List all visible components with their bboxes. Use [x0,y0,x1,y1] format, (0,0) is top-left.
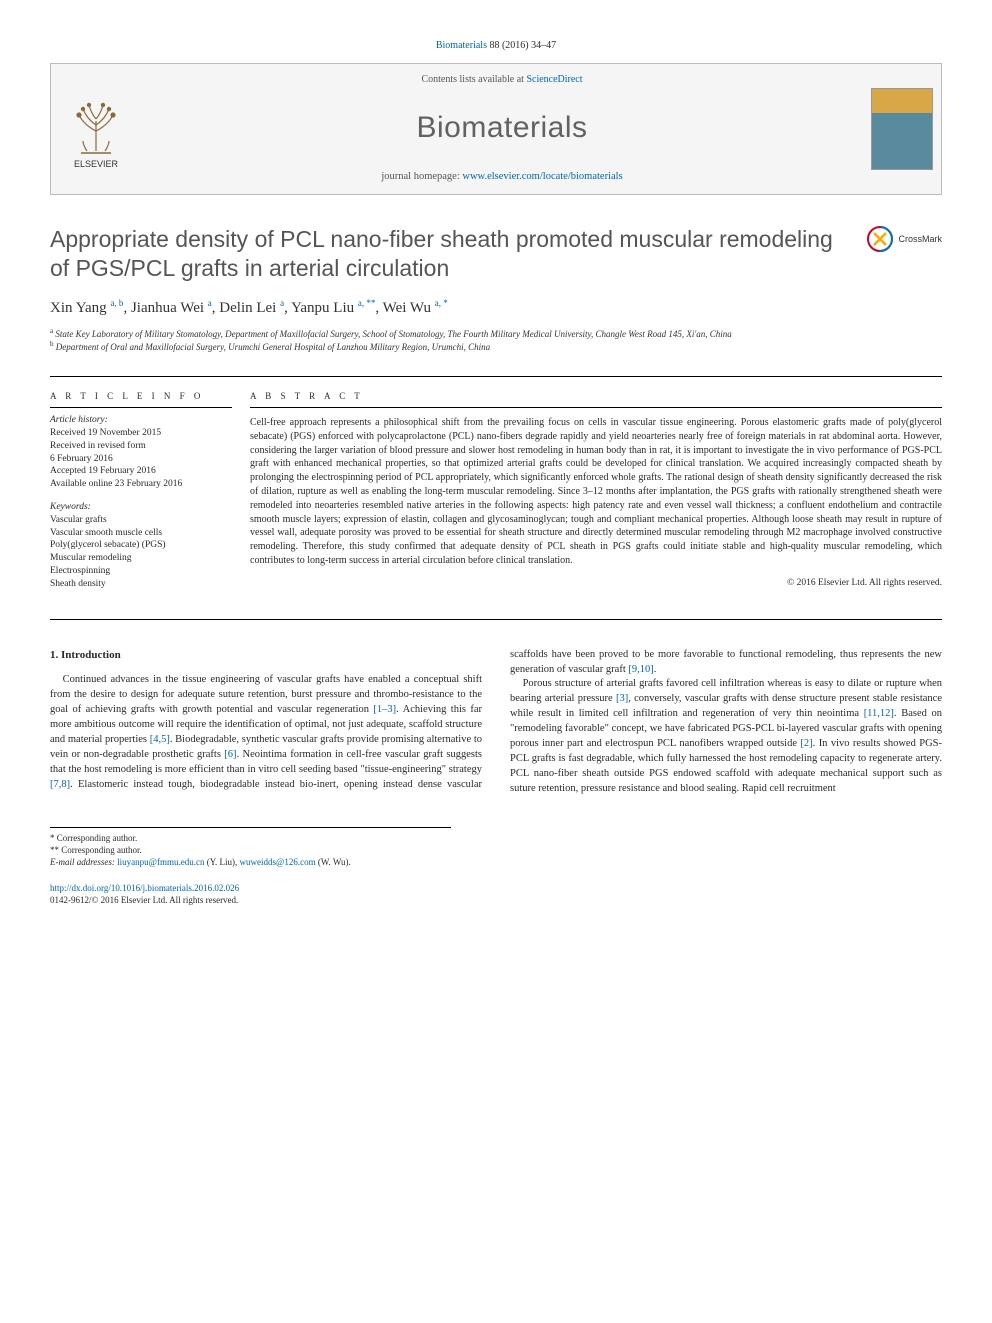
author-affil-superscript: a [280,298,284,308]
keyword-item: Vascular smooth muscle cells [50,528,162,538]
body-two-columns: 1. Introduction Continued advances in th… [50,648,942,797]
author-email-link[interactable]: liuyanpu@fmmu.edu.cn [117,857,204,867]
author-name: Wei Wu [383,300,431,316]
full-width-rule [50,619,942,620]
author-affil-superscript: a [208,298,212,308]
corresponding-author-footnotes: * Corresponding author. ** Corresponding… [50,827,451,868]
doi-block: http://dx.doi.org/10.1016/j.biomaterials… [50,882,942,906]
publisher-logo-cell: ELSEVIER [51,64,141,194]
ref-link[interactable]: [2] [800,738,812,749]
author-affil-superscript: a, ** [358,298,376,308]
author-name: Delin Lei [219,300,276,316]
journal-homepage-line: journal homepage: www.elsevier.com/locat… [149,171,855,182]
issn-copyright-line: 0142-9612/© 2016 Elsevier Ltd. All right… [50,895,238,905]
email-addresses-line: E-mail addresses: liuyanpu@fmmu.edu.cn (… [50,856,451,868]
article-title: Appropriate density of PCL nano-fiber sh… [50,225,848,284]
keywords-label: Keywords: [50,502,91,512]
ref-link[interactable]: [4,5] [150,734,170,745]
publisher-name: ELSEVIER [74,159,119,169]
abstract-column: A B S T R A C T Cell-free approach repre… [250,377,942,605]
author-affil-superscript: a, * [435,298,448,308]
affiliation-text: Department of Oral and Maxillofacial Sur… [56,342,490,352]
crossmark-icon [866,225,894,253]
citation-volpages: 88 (2016) 34–47 [489,40,556,51]
ref-link[interactable]: [9,10] [628,664,653,675]
journal-homepage-link[interactable]: www.elsevier.com/locate/biomaterials [462,171,622,182]
contents-available-line: Contents lists available at ScienceDirec… [149,74,855,85]
author-affil-superscript: a, b [110,298,123,308]
intro-paragraph-2: Porous structure of arterial grafts favo… [510,677,942,796]
journal-title: Biomaterials [149,111,855,145]
corresponding-1: * Corresponding author. [50,832,451,844]
author-email-link[interactable]: wuweidds@126.com [240,857,316,867]
elsevier-tree-icon: ELSEVIER [59,87,133,171]
sciencedirect-link[interactable]: ScienceDirect [526,74,582,85]
journal-cover-cell [863,64,941,194]
abstract-text: Cell-free approach represents a philosop… [250,416,942,568]
introduction-heading: 1. Introduction [50,648,482,664]
author-name: Jianhua Wei [131,300,204,316]
ref-link[interactable]: [7,8] [50,779,70,790]
history-line: Received 19 November 2015 [50,428,161,438]
author-name: Yanpu Liu [291,300,354,316]
journal-header-box: ELSEVIER Contents lists available at Sci… [50,63,942,195]
history-line: Accepted 19 February 2016 [50,466,156,476]
crossmark-label: CrossMark [898,234,942,244]
ref-link[interactable]: [6] [224,749,236,760]
article-history-label: Article history: [50,415,108,425]
history-line: 6 February 2016 [50,454,113,464]
journal-cover-thumbnail [871,88,933,170]
crossmark-badge[interactable]: CrossMark [866,225,942,253]
article-info-column: A R T I C L E I N F O Article history: R… [50,377,250,605]
affiliations-block: a State Key Laboratory of Military Stoma… [50,327,942,354]
citation-header: Biomaterials 88 (2016) 34–47 [50,40,942,51]
history-line: Available online 23 February 2016 [50,479,182,489]
keyword-item: Muscular remodeling [50,553,132,563]
keyword-item: Poly(glycerol sebacate) (PGS) [50,540,166,550]
doi-link[interactable]: http://dx.doi.org/10.1016/j.biomaterials… [50,883,239,893]
keyword-item: Vascular grafts [50,515,107,525]
keyword-item: Electrospinning [50,566,110,576]
history-line: Received in revised form [50,441,146,451]
affiliation-text: State Key Laboratory of Military Stomato… [55,329,731,339]
author-name: Xin Yang [50,300,107,316]
ref-link[interactable]: [1–3] [373,704,396,715]
article-info-heading: A R T I C L E I N F O [50,391,232,401]
ref-link[interactable]: [11,12] [864,708,894,719]
abstract-copyright: © 2016 Elsevier Ltd. All rights reserved… [250,578,942,588]
authors-line: Xin Yang a, b, Jianhua Wei a, Delin Lei … [50,298,942,317]
corresponding-2: ** Corresponding author. [50,844,451,856]
citation-journal-link[interactable]: Biomaterials [436,40,487,51]
ref-link[interactable]: [3] [616,693,628,704]
abstract-heading: A B S T R A C T [250,391,942,401]
keyword-item: Sheath density [50,579,106,589]
